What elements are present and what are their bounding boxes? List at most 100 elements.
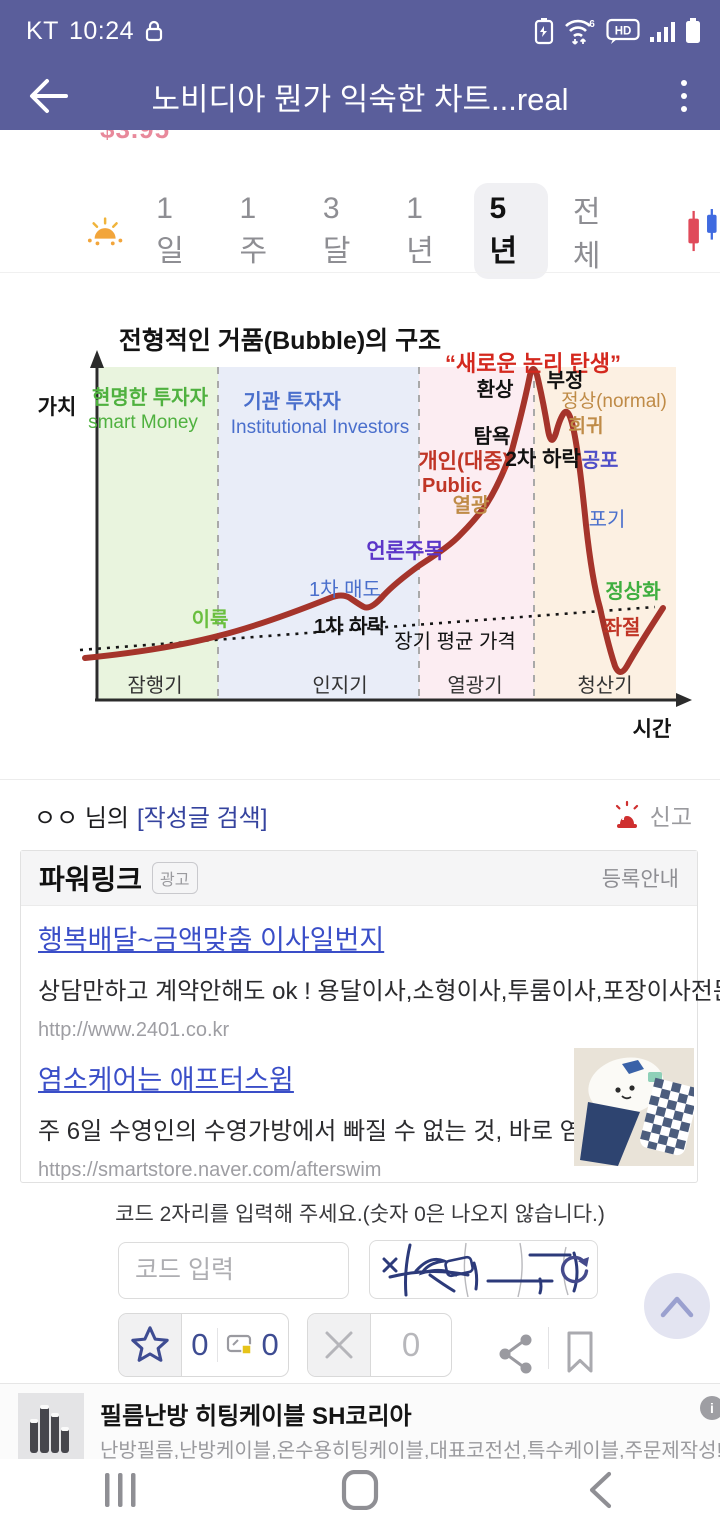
share-button[interactable] <box>497 1332 535 1376</box>
nav-home-button[interactable] <box>240 1469 480 1510</box>
divider <box>216 1328 218 1362</box>
star-count: 0 <box>191 1327 209 1362</box>
nav-back-button[interactable] <box>480 1471 720 1509</box>
phase-label: 인지기 <box>312 674 367 697</box>
divider <box>548 1327 549 1369</box>
more-dots-icon <box>681 80 687 86</box>
home-icon <box>341 1469 379 1510</box>
captcha-refresh-button[interactable] <box>556 1252 592 1288</box>
scroll-to-top-button[interactable] <box>644 1273 710 1339</box>
bottom-ad-thumbnail <box>18 1393 84 1459</box>
x-count: 0 <box>401 1326 421 1363</box>
svg-text:HD: HD <box>615 26 632 38</box>
recents-icon <box>105 1472 136 1507</box>
svg-text:6: 6 <box>589 19 595 30</box>
back-chevron-icon <box>589 1471 612 1508</box>
ad-title-link[interactable]: 행복배달~금액맞춤 이사일번지 <box>38 925 385 955</box>
clock-label: 10:24 <box>68 16 135 45</box>
annotation: 정상(normal) <box>561 390 667 412</box>
trend-line <box>79 605 656 652</box>
signal-icon <box>650 22 675 42</box>
register-guide-link[interactable]: 등록안내 <box>601 868 679 891</box>
bottom-ad-subtitle: 난방필름,난방케이블,온수용히팅케이블,대표코전선,특수케이블,주문제작성! <box>100 1440 720 1460</box>
star-icon <box>131 1326 169 1362</box>
zone-mania <box>419 367 534 700</box>
phase-label: 열광기 <box>447 674 502 697</box>
x-axis-label: 시간 <box>633 718 672 741</box>
annotation: 공포 <box>582 450 619 472</box>
tab-1week[interactable]: 1주 <box>239 192 268 268</box>
candlestick-icon[interactable] <box>686 207 720 255</box>
annotation: 이륙 <box>192 608 229 631</box>
bookmark-button[interactable] <box>563 1330 597 1374</box>
coin-icon <box>226 1334 252 1355</box>
back-button[interactable] <box>22 70 74 122</box>
tab-1year[interactable]: 1년 <box>406 192 434 268</box>
annotation: 정상화 <box>605 580 661 603</box>
bottom-ad-banner[interactable]: 필름난방 히팅케이블 SH코리아 난방필름,난방케이블,온수용히팅케이블,대표코… <box>0 1383 720 1460</box>
annotation: 1차 매도 <box>309 578 381 601</box>
tab-1day[interactable]: 1일 <box>156 192 184 268</box>
author-label: ㅇㅇ 님의 <box>34 804 129 832</box>
battery-icon <box>686 18 700 43</box>
y-axis-arrow <box>90 350 104 368</box>
ad-url: https://smartstore.naver.com/afterswim <box>38 1159 382 1181</box>
annotation: 좌절 <box>604 616 641 639</box>
captcha-image <box>369 1240 598 1299</box>
report-button[interactable]: 신고 <box>612 798 692 832</box>
ad-url: http://www.2401.co.kr <box>38 1019 230 1041</box>
star-button[interactable] <box>119 1314 182 1376</box>
bubble-structure-chart: 전형적인 거품(Bubble)의 구조 “새로운 논리 탄생” 가치 시간 현명… <box>38 327 692 741</box>
overflow-menu-button[interactable] <box>664 72 704 120</box>
annotation: 열광 <box>453 494 490 517</box>
author-posts-link[interactable]: [작성글 검색] <box>137 804 268 832</box>
annotation: 탐욕 <box>474 425 511 448</box>
annotation: Public <box>422 475 482 497</box>
annotation: 환상 <box>477 378 514 401</box>
like-group: 0 0 <box>118 1313 289 1377</box>
status-bar: KT 10:24 6 <box>0 10 720 52</box>
tab-all[interactable]: 전체 <box>572 196 601 273</box>
captcha-input[interactable] <box>118 1242 349 1299</box>
phase-label: 청산기 <box>577 674 632 697</box>
annotation: Institutional Investors <box>231 417 409 438</box>
hd-icon: HD <box>606 18 640 44</box>
ad-title-link[interactable]: 염소케어는 애프터스윔 <box>38 1065 294 1095</box>
x-icon <box>325 1331 353 1359</box>
app-header: KT 10:24 6 <box>0 0 720 130</box>
annotation: 언론주목 <box>366 540 443 563</box>
annotation: 회귀 <box>569 415 604 437</box>
annotation: smart Money <box>88 412 198 433</box>
phase-label: 잠행기 <box>127 674 182 697</box>
x-button[interactable] <box>308 1314 371 1376</box>
powerlink-ad-1[interactable]: 행복배달~금액맞춤 이사일번지 상담만하고 계약안해도 ok ! 용달이사,소형… <box>20 918 720 1042</box>
chart-range-tabs: 1일 1주 3달 1년 5년 전체 <box>0 183 720 279</box>
battery-saver-icon <box>534 18 554 45</box>
bubble-curve <box>82 366 666 675</box>
annotation: 1차 하락 <box>314 615 386 638</box>
powerlink-ad-2[interactable]: 염소케어는 애프터스윔 주 6일 수영인의 수영가방에서 빠질 수 없는 것, … <box>20 1048 700 1182</box>
axes <box>95 364 678 702</box>
sun-icon[interactable] <box>86 214 124 248</box>
tab-3month[interactable]: 3달 <box>322 192 351 268</box>
bottom-ad-title: 필름난방 히팅케이블 SH코리아 <box>100 1403 412 1430</box>
coin-count: 0 <box>261 1327 279 1362</box>
zone-stealth <box>99 367 218 700</box>
divider <box>0 779 720 780</box>
zone-awareness <box>218 367 419 700</box>
ad-thumbnail <box>574 1048 700 1166</box>
ad-badge: 광고 <box>152 862 198 894</box>
divider <box>0 272 720 273</box>
info-icon[interactable]: i <box>700 1396 720 1420</box>
dislike-group: 0 <box>307 1313 452 1377</box>
annotation: 개인(대중) <box>418 450 509 473</box>
powerlink-header: 파워링크 광고 등록안내 <box>21 851 697 906</box>
nav-recents-button[interactable] <box>0 1472 240 1508</box>
annotation: 장기 평균 가격 <box>394 630 516 653</box>
chart-quote: “새로운 논리 탄생” <box>445 351 621 376</box>
tab-5year[interactable]: 5년 <box>473 183 548 279</box>
chart-title: 전형적인 거품(Bubble)의 구조 <box>119 327 441 355</box>
ad-description: 상담만하고 계약안해도 ok ! 용달이사,소형이사,투룸이사,포장이사전문 <box>38 978 720 1005</box>
siren-icon <box>615 800 638 828</box>
